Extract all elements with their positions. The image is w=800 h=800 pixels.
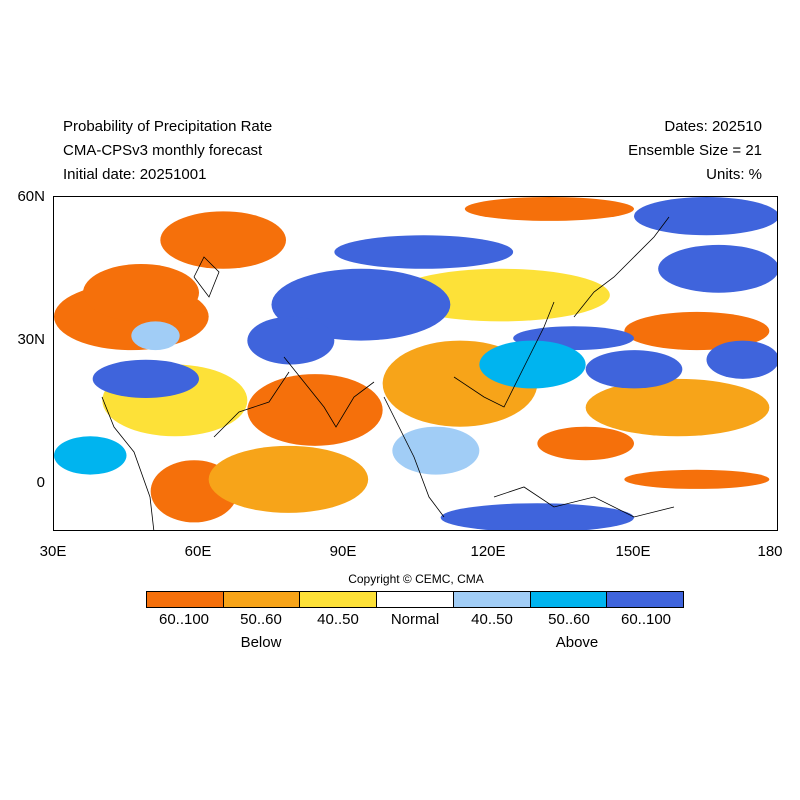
- japan-coast: [573, 216, 670, 318]
- legend-label-below-50-60: 50..60: [240, 611, 282, 628]
- probability-regions: [54, 197, 777, 530]
- region-below-60-100-6: [624, 311, 770, 351]
- lon-label-150e: 150E: [615, 543, 651, 560]
- region-below-60-100-1: [160, 211, 286, 269]
- legend-above-label: Above: [555, 634, 599, 651]
- coastlines: [101, 216, 675, 530]
- legend-swatch-below-60-100: [147, 592, 224, 607]
- caspian-coast: [193, 256, 220, 298]
- india-coast: [283, 356, 375, 428]
- chart-title: Probability of Precipitation Rate: [63, 118, 273, 135]
- china-coast: [453, 301, 555, 408]
- units-label: Units: %: [706, 166, 762, 183]
- region-above-60-100-22: [706, 340, 777, 379]
- lat-label-60n: 60N: [17, 188, 45, 205]
- legend-swatch-above-60-100: [607, 592, 684, 607]
- region-above-60-100-15: [334, 235, 514, 269]
- lon-label-30e: 30E: [39, 543, 67, 560]
- lon-label-60e: 60E: [184, 543, 212, 560]
- legend-swatch-above-50-60: [530, 592, 608, 607]
- africa-coast-east: [101, 396, 155, 530]
- region-above-60-100-21: [440, 503, 634, 530]
- lat-label-0: 0: [36, 474, 45, 491]
- region-above-60-100-19: [658, 244, 777, 293]
- copyright-label: Copyright © CEMC, CMA: [348, 572, 484, 586]
- legend-label-above-50-60: 50..60: [548, 611, 590, 628]
- region-below-60-100-8: [537, 426, 634, 461]
- legend-swatch-above-40-50: [453, 592, 531, 607]
- initial-date-label: Initial date: 20251001: [63, 166, 207, 183]
- legend-label-below-60-100: 60..100: [158, 611, 210, 628]
- legend-swatch-normal: [377, 592, 454, 607]
- lon-label-180: 180: [757, 543, 783, 560]
- legend-label-above-40-50: 40..50: [471, 611, 513, 628]
- probability-map: [53, 196, 778, 531]
- region-below-60-100-2: [83, 264, 199, 322]
- region-below-60-100-3: [247, 374, 383, 446]
- arabian-coast: [213, 371, 290, 438]
- lat-label-30n: 30N: [17, 331, 45, 348]
- indonesia-coast: [493, 486, 675, 518]
- legend-label-below-40-50: 40..50: [317, 611, 359, 628]
- lon-label-90e: 90E: [329, 543, 357, 560]
- legend-swatch-below-50-60: [223, 592, 301, 607]
- legend-swatch-below-40-50: [300, 592, 378, 607]
- legend-label-above-60-100: 60..100: [620, 611, 672, 628]
- region-above-60-100-17: [92, 359, 199, 398]
- region-above-60-100-20: [585, 350, 683, 389]
- region-above-40-50-27: [392, 426, 480, 475]
- legend-label-normal: Normal: [390, 611, 440, 628]
- region-below-50-60-11: [585, 378, 770, 437]
- lon-label-120e: 120E: [470, 543, 506, 560]
- map-canvas: [54, 197, 777, 530]
- model-label: CMA-CPSv3 monthly forecast: [63, 142, 263, 159]
- legend-below-label: Below: [240, 634, 282, 651]
- region-above-50-60-24: [479, 340, 586, 389]
- ensemble-size-label: Ensemble Size = 21: [628, 142, 762, 159]
- region-above-40-50-26: [131, 321, 180, 351]
- region-above-60-100-18: [634, 197, 777, 236]
- region-above-60-100-16: [247, 316, 335, 365]
- indochina-coast: [383, 396, 445, 518]
- region-above-50-60-25: [54, 436, 127, 475]
- legend-colorbar: [146, 591, 684, 608]
- region-below-60-100-5: [464, 197, 634, 221]
- dates-label: Dates: 202510: [664, 118, 762, 135]
- region-below-50-60-10: [208, 445, 369, 513]
- region-below-60-100-7: [624, 469, 770, 489]
